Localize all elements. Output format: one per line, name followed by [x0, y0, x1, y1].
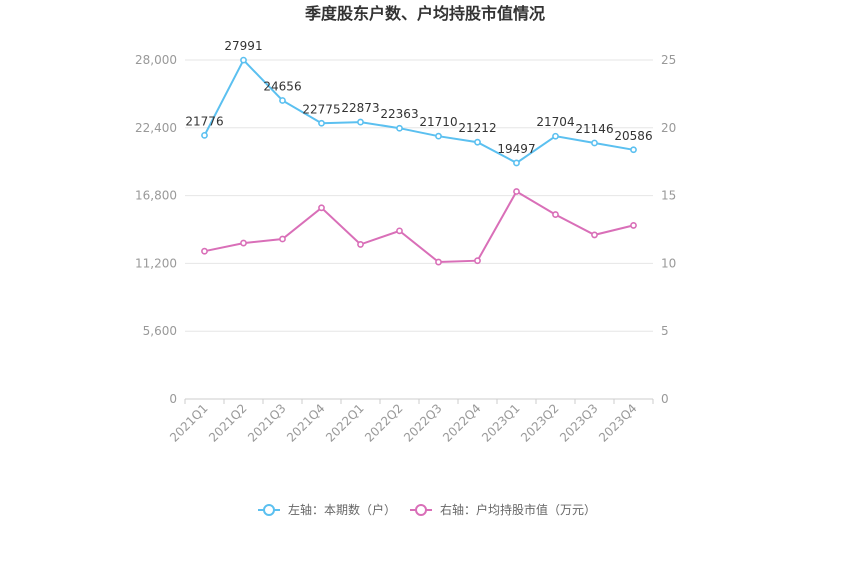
right-axis-tick-label: 5: [661, 324, 669, 338]
data-label: 21212: [458, 121, 496, 135]
data-point: [435, 258, 442, 266]
data-label: 22775: [302, 102, 340, 116]
data-point: [552, 211, 559, 218]
right-axis-tick-label: 25: [661, 53, 676, 67]
right-axis-tick-label: 20: [661, 121, 676, 135]
data-point: [279, 235, 286, 243]
data-label: 21704: [536, 115, 574, 129]
legend-label: 左轴：本期数（户）: [288, 502, 396, 517]
x-axis-tick-label: 2023Q3: [557, 401, 601, 445]
data-point: [474, 138, 481, 146]
data-point: [513, 188, 520, 195]
data-point: [201, 131, 208, 139]
data-point: [630, 222, 637, 229]
data-point: [591, 231, 598, 239]
legend-marker: [415, 504, 427, 516]
data-point: [435, 132, 442, 140]
left-axis-tick-label: 11,200: [135, 256, 177, 270]
data-point: [201, 247, 208, 255]
x-axis-tick-label: 2021Q2: [206, 401, 250, 445]
series-line-1: [204, 190, 634, 264]
data-point: [552, 132, 559, 140]
data-label: 20586: [614, 129, 652, 143]
left-axis-tick-label: 22,400: [135, 121, 177, 135]
x-axis-tick-label: 2021Q1: [167, 401, 211, 445]
series-layer: [201, 56, 637, 266]
left-axis-tick-label: 0: [169, 392, 177, 406]
x-axis-tick-label: 2022Q4: [440, 401, 484, 445]
data-label: 19497: [497, 142, 535, 156]
left-axis-tick-label: 28,000: [135, 53, 177, 67]
data-point: [513, 159, 520, 167]
data-point: [318, 119, 325, 127]
x-axis-tick-label: 2023Q2: [518, 401, 562, 445]
grid-lines: [185, 59, 653, 332]
data-label: 22873: [341, 101, 379, 115]
data-label: 21146: [575, 122, 613, 136]
right-axis-tick-label: 10: [661, 256, 676, 270]
x-axis-tick-label: 2023Q1: [479, 401, 523, 445]
data-point: [240, 239, 247, 247]
data-point: [396, 227, 403, 235]
data-label: 22363: [380, 107, 418, 121]
x-axis-tick-label: 2022Q1: [323, 401, 367, 445]
data-label: 27991: [224, 39, 262, 53]
x-axis-tick-label: 2022Q2: [362, 401, 406, 445]
legend: 左轴：本期数（户） 右轴：户均持股市值（万元）: [258, 502, 596, 517]
data-point: [318, 204, 325, 212]
left-axis-tick-label: 16,800: [135, 189, 177, 203]
data-point: [396, 124, 403, 132]
data-point: [630, 146, 637, 154]
right-axis-tick-label: 0: [661, 392, 669, 406]
x-axis-tick-label: 2022Q3: [401, 401, 445, 445]
chart-title: 季度股东户数、户均持股市值情况: [304, 4, 545, 23]
data-point: [279, 97, 286, 104]
x-axis-tick-label: 2021Q3: [245, 401, 289, 445]
right-axis-tick-label: 15: [661, 189, 676, 203]
data-point: [591, 139, 598, 147]
data-label: 21710: [419, 115, 457, 129]
series-line-0: [203, 58, 634, 165]
data-label: 24656: [263, 79, 301, 93]
data-point: [474, 257, 481, 265]
data-point: [357, 241, 364, 248]
data-point: [240, 56, 247, 64]
x-axis-tick-label: 2023Q4: [596, 401, 640, 445]
x-axis-tick-label: 2021Q4: [284, 401, 328, 445]
legend-label: 右轴：户均持股市值（万元）: [440, 502, 596, 517]
data-label: 21776: [185, 114, 223, 128]
legend-marker: [263, 504, 275, 516]
data-point: [357, 118, 364, 126]
left-axis-tick-label: 5,600: [143, 324, 177, 338]
